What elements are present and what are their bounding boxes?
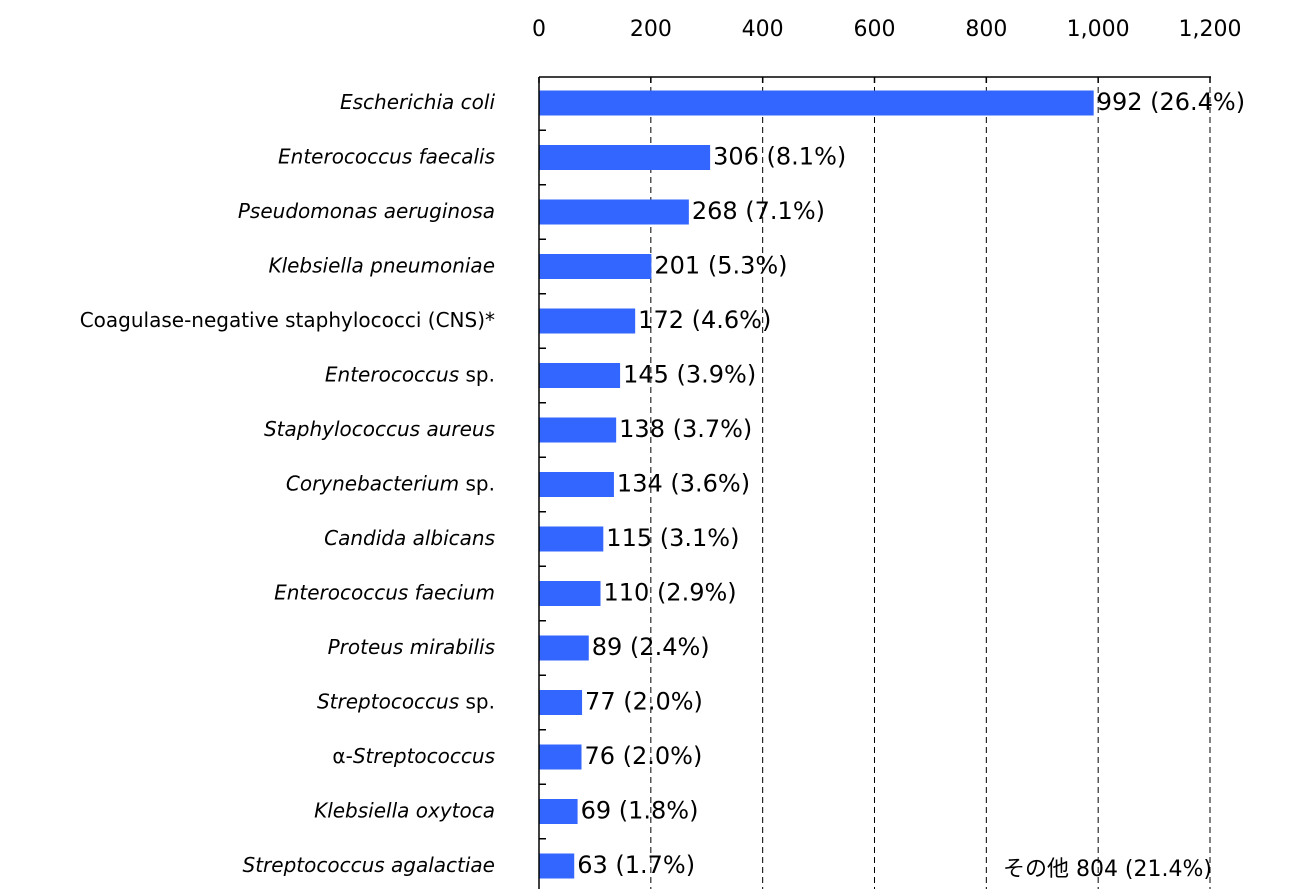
grid-lines [650,77,1211,889]
axes [538,76,1211,889]
data-label-4: 172 (4.6%) [638,306,771,334]
bar-13 [539,799,578,824]
data-label-7: 134 (3.6%) [617,470,750,498]
bar-2 [539,199,689,225]
bar-14 [539,853,575,879]
bar-3 [539,254,652,279]
data-label-13: 69 (1.8%) [581,797,699,825]
x-tick-label-800: 800 [965,17,1007,42]
bar-4 [539,308,636,334]
category-labels: Escherichia coli Enterococcus faecalis Pse… [80,90,496,877]
category-label-8: Candida albicans [324,526,495,550]
data-label-10: 89 (2.4%) [592,633,710,661]
category-label-3: Klebsiella pneumoniae [268,253,495,277]
category-label-11: Streptococcus sp. [317,689,495,713]
data-label-2: 268 (7.1%) [692,197,825,225]
x-tick-label-0: 0 [532,17,546,42]
data-label-9: 110 (2.9%) [604,579,737,607]
category-label-10: Proteus mirabilis [328,635,495,659]
bar-1 [539,145,711,170]
bar-12 [539,744,582,770]
data-label-1: 306 (8.1%) [713,143,846,171]
bar-0 [539,90,1094,116]
data-label-14: 63 (1.7%) [577,851,695,879]
other-annotation: その他 804 (21.4%) [1003,857,1212,882]
category-label-5: Enterococcus sp. [325,362,495,386]
category-label-4: Coagulase-negative staphylococci (CNS)* [80,308,495,332]
bar-8 [539,526,604,552]
data-labels: 992 (26.4%) 306 (8.1%) 268 (7.1%) 201 (5.3%… [577,88,1245,879]
bar-5 [539,363,621,388]
bar-10 [539,635,589,661]
data-label-6: 138 (3.7%) [619,415,752,443]
category-label-7: Corynebacterium sp. [286,471,495,495]
category-label-13: Klebsiella oxytoca [314,798,495,822]
data-label-0: 992 (26.4%) [1097,88,1245,116]
category-label-14: Streptococcus agalactiae [243,853,496,877]
category-label-12: α-Streptococcus [332,744,495,768]
category-label-9: Enterococcus faecium [274,580,495,604]
x-tick-label-400: 400 [742,17,784,42]
x-tick-label-1000: 1,000 [1067,17,1130,42]
x-tick-label-1200: 1,200 [1179,17,1242,42]
category-label-1: Enterococcus faecalis [278,144,495,168]
category-label-0: Escherichia coli [340,90,495,114]
bar-7 [539,472,614,497]
bar-6 [539,417,617,443]
x-axis-tick-labels: 0 200 400 600 800 1,000 1,200 [532,17,1241,42]
data-label-11: 77 (2.0%) [585,688,703,716]
data-label-3: 201 (5.3%) [654,252,787,280]
data-label-12: 76 (2.0%) [584,742,702,770]
bar-11 [539,690,583,715]
category-label-6: Staphylococcus aureus [264,417,495,441]
bar-9 [539,581,601,606]
data-label-5: 145 (3.9%) [623,361,756,389]
x-tick-label-200: 200 [630,17,672,42]
data-label-8: 115 (3.1%) [606,524,739,552]
x-tick-label-600: 600 [854,17,896,42]
category-label-2: Pseudomonas aeruginosa [238,199,495,223]
bars [539,90,1094,879]
